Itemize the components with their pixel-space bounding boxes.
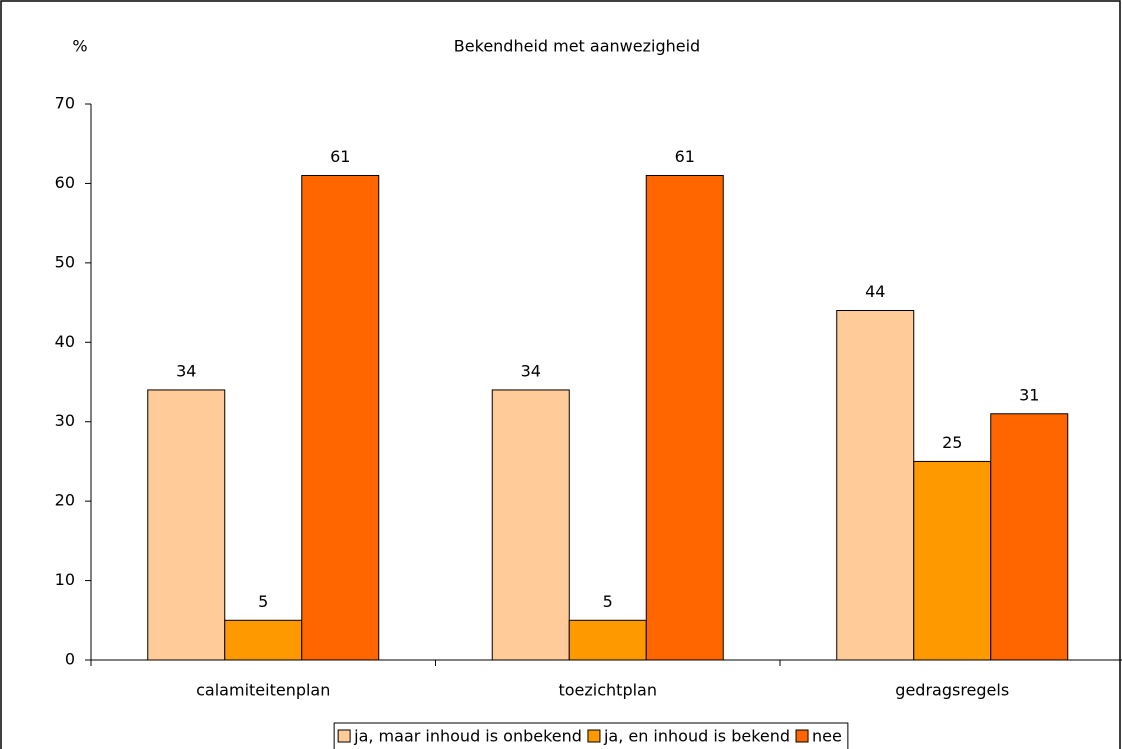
y-tick-label: 70 bbox=[55, 94, 75, 113]
y-tick-label: 30 bbox=[55, 411, 75, 430]
bar bbox=[990, 413, 1069, 661]
value-label: 5 bbox=[603, 592, 613, 611]
y-tick-label: 10 bbox=[55, 570, 75, 589]
bar bbox=[224, 619, 303, 661]
legend-swatch bbox=[795, 729, 809, 743]
value-label: 61 bbox=[330, 147, 350, 166]
bar bbox=[147, 389, 226, 661]
x-tick-label: gedragsregels bbox=[895, 681, 1009, 700]
legend-label: ja, maar inhoud is onbekend bbox=[353, 727, 582, 746]
legend-label: nee bbox=[812, 727, 842, 746]
legend-swatch bbox=[587, 729, 601, 743]
bar bbox=[568, 619, 647, 661]
bar bbox=[301, 174, 380, 661]
chart-title: Bekendheid met aanwezigheid bbox=[454, 37, 700, 56]
y-tick-label: 20 bbox=[55, 491, 75, 510]
x-tick-label: calamiteitenplan bbox=[196, 681, 330, 700]
y-tick-label: 40 bbox=[55, 332, 75, 351]
bar bbox=[645, 174, 724, 661]
legend-swatch bbox=[337, 729, 351, 743]
value-label: 61 bbox=[675, 147, 695, 166]
y-axis-label: % bbox=[72, 37, 87, 56]
legend-label: ja, en inhoud is bekend bbox=[603, 727, 790, 746]
value-label: 44 bbox=[865, 282, 885, 301]
y-tick-label: 0 bbox=[65, 650, 75, 669]
value-label: 5 bbox=[258, 592, 268, 611]
x-tick-label: toezichtplan bbox=[558, 681, 657, 700]
bar bbox=[836, 310, 915, 661]
bar bbox=[491, 389, 570, 661]
value-label: 25 bbox=[942, 433, 962, 452]
value-label: 34 bbox=[176, 361, 196, 380]
y-tick-label: 50 bbox=[55, 252, 75, 271]
value-label: 31 bbox=[1019, 385, 1039, 404]
y-tick-label: 60 bbox=[55, 173, 75, 192]
bar bbox=[913, 460, 992, 661]
value-label: 34 bbox=[521, 361, 541, 380]
